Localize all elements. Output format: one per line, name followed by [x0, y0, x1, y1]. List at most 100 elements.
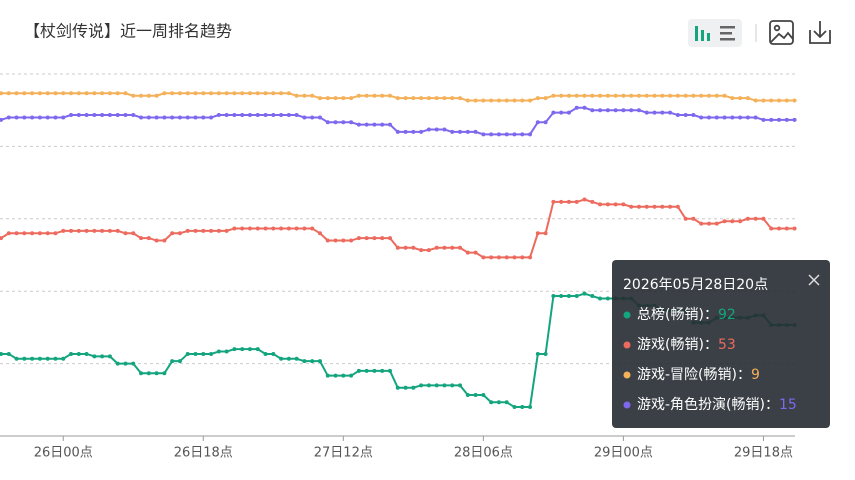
data-point[interactable]	[551, 93, 556, 98]
data-point[interactable]	[699, 115, 704, 120]
data-point[interactable]	[613, 108, 618, 113]
data-point[interactable]	[714, 115, 719, 120]
data-point[interactable]	[294, 93, 299, 98]
data-point[interactable]	[473, 392, 478, 397]
data-point[interactable]	[53, 115, 58, 120]
data-point[interactable]	[177, 91, 182, 96]
data-point[interactable]	[528, 132, 533, 137]
data-point[interactable]	[76, 228, 81, 233]
data-point[interactable]	[528, 405, 533, 410]
data-point[interactable]	[675, 204, 680, 209]
data-point[interactable]	[185, 351, 190, 356]
data-point[interactable]	[193, 115, 198, 120]
data-point[interactable]	[753, 115, 758, 120]
data-point[interactable]	[660, 93, 665, 98]
data-point[interactable]	[240, 91, 245, 96]
data-point[interactable]	[605, 296, 610, 301]
data-point[interactable]	[22, 231, 27, 236]
data-point[interactable]	[566, 199, 571, 204]
data-point[interactable]	[769, 117, 774, 122]
data-point[interactable]	[566, 93, 571, 98]
data-point[interactable]	[411, 385, 416, 390]
data-point[interactable]	[652, 93, 657, 98]
data-point[interactable]	[232, 91, 237, 96]
data-point[interactable]	[450, 245, 455, 250]
data-point[interactable]	[302, 93, 307, 98]
data-point[interactable]	[613, 93, 618, 98]
data-point[interactable]	[115, 91, 120, 96]
data-point[interactable]	[714, 93, 719, 98]
data-point[interactable]	[598, 108, 603, 113]
data-point[interactable]	[738, 96, 743, 101]
data-point[interactable]	[45, 231, 50, 236]
data-point[interactable]	[496, 98, 501, 103]
data-point[interactable]	[61, 115, 66, 120]
data-point[interactable]	[683, 113, 688, 118]
data-point[interactable]	[325, 373, 330, 378]
data-point[interactable]	[364, 236, 369, 241]
data-point[interactable]	[636, 93, 641, 98]
data-point[interactable]	[45, 356, 50, 361]
data-point[interactable]	[496, 132, 501, 137]
data-point[interactable]	[341, 373, 346, 378]
data-point[interactable]	[53, 231, 58, 236]
data-point[interactable]	[201, 115, 206, 120]
data-point[interactable]	[551, 294, 556, 299]
data-point[interactable]	[753, 98, 758, 103]
data-point[interactable]	[582, 291, 587, 296]
data-point[interactable]	[636, 108, 641, 113]
data-point[interactable]	[317, 231, 322, 236]
data-point[interactable]	[434, 127, 439, 132]
data-point[interactable]	[154, 93, 159, 98]
data-point[interactable]	[434, 383, 439, 388]
data-point[interactable]	[193, 228, 198, 233]
data-point[interactable]	[706, 93, 711, 98]
data-point[interactable]	[170, 115, 175, 120]
data-point[interactable]	[683, 93, 688, 98]
data-point[interactable]	[232, 226, 237, 231]
data-point[interactable]	[286, 356, 291, 361]
data-point[interactable]	[559, 199, 564, 204]
data-point[interactable]	[177, 359, 182, 364]
data-point[interactable]	[543, 96, 548, 101]
data-point[interactable]	[520, 255, 525, 260]
data-point[interactable]	[489, 132, 494, 137]
data-point[interactable]	[92, 354, 97, 359]
data-point[interactable]	[458, 245, 463, 250]
data-point[interactable]	[738, 219, 743, 224]
data-point[interactable]	[0, 236, 3, 241]
data-point[interactable]	[458, 96, 463, 101]
data-point[interactable]	[473, 250, 478, 255]
data-point[interactable]	[341, 120, 346, 125]
data-point[interactable]	[636, 204, 641, 209]
data-point[interactable]	[107, 113, 112, 118]
data-point[interactable]	[543, 231, 548, 236]
data-point[interactable]	[154, 371, 159, 376]
data-point[interactable]	[442, 245, 447, 250]
data-point[interactable]	[364, 368, 369, 373]
data-point[interactable]	[201, 91, 206, 96]
data-point[interactable]	[263, 351, 268, 356]
data-point[interactable]	[699, 221, 704, 226]
data-point[interactable]	[590, 294, 595, 299]
data-point[interactable]	[784, 98, 789, 103]
data-point[interactable]	[419, 383, 424, 388]
data-point[interactable]	[551, 199, 556, 204]
data-point[interactable]	[364, 93, 369, 98]
data-point[interactable]	[738, 115, 743, 120]
data-point[interactable]	[201, 351, 206, 356]
data-point[interactable]	[761, 98, 766, 103]
data-point[interactable]	[388, 122, 392, 127]
data-point[interactable]	[162, 371, 167, 376]
data-point[interactable]	[380, 368, 385, 373]
data-point[interactable]	[598, 202, 603, 207]
data-point[interactable]	[333, 373, 338, 378]
data-point[interactable]	[92, 228, 97, 233]
data-point[interactable]	[769, 226, 774, 231]
data-point[interactable]	[559, 93, 564, 98]
data-point[interactable]	[792, 98, 797, 103]
data-point[interactable]	[372, 122, 377, 127]
data-point[interactable]	[37, 91, 42, 96]
data-point[interactable]	[621, 108, 626, 113]
data-point[interactable]	[232, 113, 237, 118]
